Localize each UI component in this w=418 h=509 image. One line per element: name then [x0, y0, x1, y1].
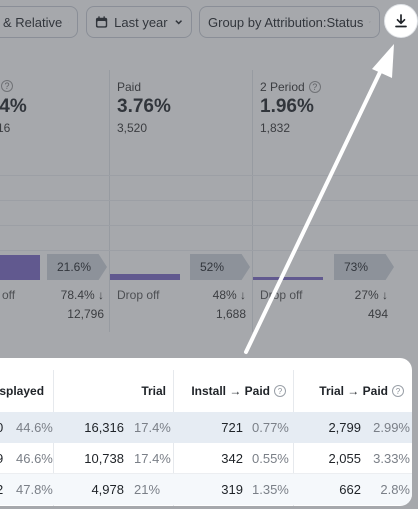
help-icon[interactable]: ?	[1, 80, 13, 92]
table-row: 9 46.6% 10,738 17.4% 342 0.55% 2,055 3.3…	[0, 443, 412, 474]
grid-line	[0, 200, 418, 201]
header-displayed: isplayed	[0, 384, 45, 398]
calendar-icon	[95, 16, 108, 28]
download-button[interactable]	[384, 4, 418, 38]
drop-off-label: off	[2, 288, 16, 302]
conversion-flag: 52%	[190, 254, 250, 280]
relative-dropdown-label: & Relative	[3, 14, 63, 30]
chevron-down-icon	[68, 21, 69, 23]
help-icon[interactable]: ?	[274, 385, 286, 397]
header-install-paid: Install → Paid?	[186, 370, 286, 412]
chevron-down-icon	[369, 21, 371, 23]
stat-label-paid: Paid	[117, 80, 142, 94]
stat-count: 16	[0, 121, 11, 135]
download-icon	[395, 14, 407, 28]
drop-off-count: 12,796	[67, 307, 104, 321]
toolbar: & Relative Last year Group by Attributio…	[0, 0, 418, 46]
stat-percent-paid: 3.76%	[117, 96, 171, 117]
grid-line	[0, 250, 418, 251]
drop-off-percent: 78.4% ↓	[60, 288, 104, 302]
funnel-bar	[0, 255, 40, 280]
stat-count-paid: 3,520	[117, 121, 148, 135]
date-range-dropdown[interactable]: Last year	[86, 6, 192, 38]
table-row: 0 44.6% 16,316 17.4% 721 0.77% 2,799 2.9…	[0, 412, 412, 443]
header-trial-paid: Trial → Paid?	[304, 370, 404, 412]
export-table-card: isplayed Trial Install → Paid? Trial → P…	[0, 358, 412, 506]
conversion-flag: 21.6%	[47, 254, 107, 280]
group-by-dropdown[interactable]: Group by Attribution:Status	[199, 6, 380, 38]
relative-dropdown[interactable]: & Relative	[0, 6, 78, 38]
drop-off-label: Drop off	[117, 288, 160, 302]
drop-off-count: 1,688	[215, 307, 246, 321]
chevron-down-icon	[174, 20, 182, 25]
help-icon[interactable]: ?	[392, 385, 404, 397]
header-trial: Trial	[141, 384, 166, 398]
group-by-label: Group by Attribution:Status	[208, 14, 364, 30]
funnel-bar	[110, 274, 180, 280]
drop-off-percent: 48% ↓	[212, 288, 246, 302]
date-range-label: Last year	[114, 14, 168, 30]
column-divider	[109, 70, 110, 332]
grid-line	[0, 225, 418, 226]
table-row: 2 47.8% 4,978 21% 319 1.35% 662 2.8%	[0, 474, 412, 505]
stat-percent: .4%	[0, 96, 27, 117]
table-header: isplayed Trial Install → Paid? Trial → P…	[0, 370, 412, 412]
grid-line	[0, 175, 418, 176]
stat-label: ?	[0, 80, 13, 92]
